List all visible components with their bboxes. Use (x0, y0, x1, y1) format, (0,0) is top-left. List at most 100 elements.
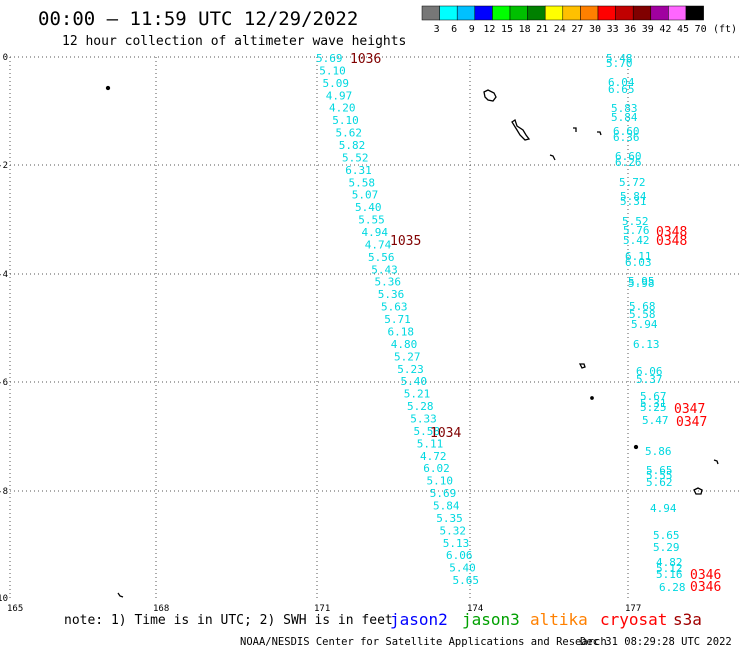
swh-value: 5.68 (629, 300, 656, 313)
legend-s3a: s3a (673, 610, 702, 629)
satellite-legend: jason2 jason3 altika cryosat s3a (390, 610, 702, 629)
scale-swatch (597, 5, 616, 21)
swh-value: 5.37 (636, 373, 663, 386)
swh-value: 5.98 (628, 277, 655, 290)
swh-value: 5.52 (342, 151, 369, 164)
swh-value: 5.65 (653, 529, 680, 542)
swh-value: 4.80 (391, 338, 418, 351)
swh-value: 5.10 (319, 64, 346, 77)
swh-value: 5.86 (645, 445, 672, 458)
lon-tick-label: 174 (467, 604, 483, 614)
lat-tick-label: 0 (3, 53, 8, 63)
wave-height-tracks: 5.695.105.094.974.205.105.625.825.526.31… (316, 52, 686, 594)
lat-tick-label: -8 (0, 487, 8, 497)
swh-value: 6.06 (446, 549, 473, 562)
island-shapes (105, 85, 719, 598)
scale-unit: (ft) (713, 24, 737, 35)
swh-value: 5.62 (646, 476, 673, 489)
swh-value: 5.25 (640, 401, 667, 414)
swh-value: 5.23 (397, 363, 424, 376)
swh-value: 5.56 (368, 251, 395, 264)
swh-value: 6.60 (613, 125, 640, 138)
footer-agency: NOAA/NESDIS Center for Satellite Applica… (240, 636, 607, 648)
scale-swatch (650, 5, 669, 21)
swh-value: 5.70 (606, 57, 633, 70)
swh-value: 4.97 (326, 89, 353, 102)
swh-value: 5.31 (620, 195, 647, 208)
swh-value: 5.55 (358, 214, 385, 227)
swh-value: 5.33 (410, 412, 437, 425)
pass-time-label: 1034 (430, 426, 461, 441)
scale-label: 70 (695, 24, 707, 35)
swh-value: 6.65 (608, 83, 635, 96)
swh-value: 5.55 (646, 469, 673, 482)
scale-label: 27 (571, 24, 583, 35)
swh-value: 5.35 (436, 512, 463, 525)
swh-value: 6.06 (636, 365, 663, 378)
swh-value: 5.36 (378, 288, 405, 301)
swh-value: 5.36 (375, 276, 402, 289)
swh-value: 6.18 (388, 325, 415, 338)
swh-value: 5.12 (656, 562, 683, 575)
swh-value: 5.27 (394, 350, 421, 363)
scale-swatch (527, 5, 546, 21)
lon-tick-label: 168 (153, 604, 169, 614)
swh-value: 5.67 (640, 390, 667, 403)
legend-altika: altika (530, 610, 588, 629)
scale-label: 15 (501, 24, 513, 35)
scale-label: 33 (607, 24, 619, 35)
page-title: 00:00 – 11:59 UTC 12/29/2022 (38, 8, 358, 30)
swh-value: 5.84 (433, 499, 460, 512)
swh-value: 5.69 (430, 487, 457, 500)
footer-timestamp: Dec 31 08:29:28 UTC 2022 (580, 636, 732, 648)
swh-value: 6.31 (345, 164, 372, 177)
swh-value: 5.83 (611, 102, 638, 115)
swh-value: 5.28 (407, 400, 434, 413)
lon-tick-label: 177 (625, 604, 641, 614)
swh-value: 5.84 (620, 190, 647, 203)
scale-swatch (439, 5, 458, 21)
swh-value: 6.36 (613, 131, 640, 144)
swh-value: 4.72 (420, 450, 447, 463)
scale-swatch (509, 5, 528, 21)
swh-value: 5.09 (323, 77, 350, 90)
swh-value: 4.74 (365, 238, 392, 251)
pass-time-label: 0346 (690, 568, 721, 583)
scale-swatch (615, 5, 634, 21)
swh-value: 5.40 (449, 562, 476, 575)
swh-value: 5.95 (628, 275, 655, 288)
scale-label: 9 (469, 24, 475, 35)
swh-value: 5.72 (619, 176, 646, 189)
swh-value: 6.04 (608, 76, 635, 89)
scale-swatch (456, 5, 476, 21)
swh-value: 6.26 (615, 156, 642, 169)
pass-time-label: 0346 (690, 580, 721, 595)
scale-label: 6 (451, 24, 457, 35)
swh-value: 5.71 (384, 313, 411, 326)
swh-value: 5.21 (404, 388, 431, 401)
swh-value: 6.02 (423, 462, 450, 475)
swh-value: 5.47 (642, 414, 669, 427)
legend-jason2: jason2 (390, 610, 448, 629)
note-text: note: 1) Time is in UTC; 2) SWH is in fe… (64, 613, 393, 628)
scale-label: 3 (434, 24, 440, 35)
swh-value: 5.63 (381, 301, 408, 314)
scale-label: 21 (536, 24, 548, 35)
swh-value: 5.94 (631, 318, 658, 331)
scale-label: 24 (554, 24, 566, 35)
scale-swatch (421, 5, 440, 21)
scale-label: 12 (483, 24, 495, 35)
scale-swatch (632, 5, 652, 21)
scale-swatch (562, 5, 581, 21)
swh-value: 5.65 (453, 574, 480, 587)
swh-value: 5.07 (352, 189, 379, 202)
lon-tick-label: 165 (7, 604, 23, 614)
swh-value: 5.16 (656, 568, 683, 581)
scale-label: 30 (589, 24, 601, 35)
lat-tick-label: -10 (0, 594, 8, 604)
lon-tick-label: 171 (314, 604, 330, 614)
swh-value: 5.58 (629, 308, 656, 321)
swh-value: 4.94 (650, 502, 677, 515)
swh-value: 6.13 (633, 338, 660, 351)
